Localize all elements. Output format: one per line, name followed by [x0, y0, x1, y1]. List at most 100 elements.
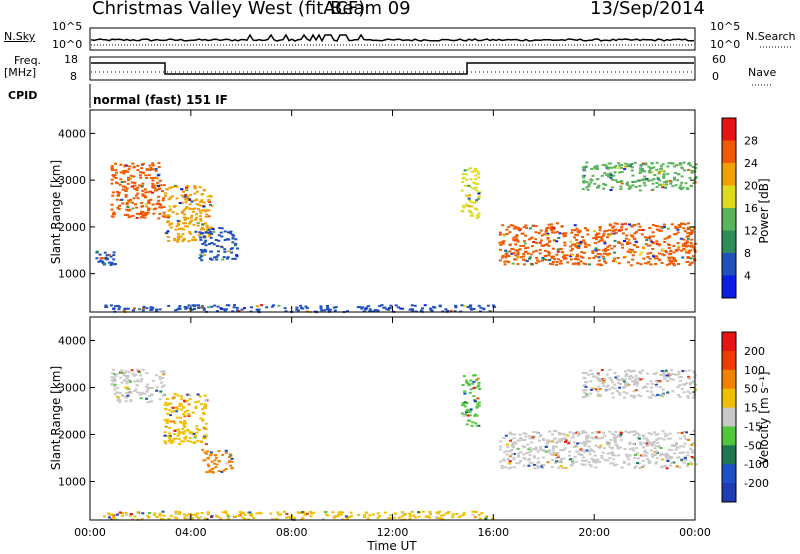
nsky-tick-high: 10^5 [52, 20, 83, 33]
velocity-colorbar-seg-4 [722, 407, 736, 427]
power-ytick-label-1: 2000 [58, 221, 86, 234]
velocity-colorbar-frame [721, 331, 737, 503]
freq-label: Freq. [14, 54, 42, 67]
velocity-colorbar-seg-3 [722, 388, 736, 409]
velocity-colorbar-seg-5 [722, 426, 736, 446]
freq-unit-label: [MHz] [4, 66, 37, 79]
velocity-region-2 [201, 448, 234, 474]
velocity-colorbar-tick-4: -15 [744, 420, 762, 433]
nsearch-label: N.Search [746, 30, 796, 43]
power-colorbar: 4 8 12 16 20 24 28 [721, 117, 758, 299]
power-region-0 [110, 162, 166, 220]
power-ytick-label-3: 4000 [58, 127, 86, 140]
nave-tick-low: 0 [712, 70, 719, 83]
nave-label: Nave [748, 66, 777, 79]
velocity-ylabel: Slant Range [km] [49, 366, 63, 470]
power-axes: 1000 2000 3000 4000 [58, 110, 696, 312]
x-axis-label: Time UT [366, 539, 417, 553]
velocity-region-0 [110, 368, 166, 404]
velocity-colorbar-seg-1 [722, 350, 736, 371]
velocity-colorbar-tick-7: -200 [744, 477, 769, 490]
velocity-ytick-label-1: 2000 [58, 428, 86, 441]
station-title: Christmas Valley West (fitACF) [92, 0, 366, 19]
nsky-label: N.Sky [4, 30, 36, 43]
power-colorbar-tick-3: 16 [744, 202, 758, 215]
power-colorbar-tick-4: 20 [744, 180, 758, 193]
power-ylabel: Slant Range [km] [49, 160, 63, 264]
velocity-colorbar: 200 100 50 15 -15 -50 -100 -200 [721, 331, 769, 503]
velocity-ytick-label-0: 1000 [58, 475, 86, 488]
power-colorbar-seg-3 [722, 185, 736, 209]
velocity-colorbar-seg-6 [722, 445, 736, 465]
xtick-label-6: 00:00 [679, 526, 711, 539]
date-label: 13/Sep/2014 [590, 0, 705, 19]
power-colorbar-tick-1: 8 [744, 247, 751, 260]
nsearch-tick-high: 10^5 [710, 20, 741, 33]
power-region-6 [460, 167, 482, 219]
xtick-label-1: 04:00 [175, 526, 207, 539]
power-region-5 [581, 161, 698, 192]
velocity-colorbar-seg-7 [722, 464, 736, 484]
velocity-axes: 1000 2000 3000 4000 00:00 04:00 08:00 12:00 16:0… [58, 317, 711, 539]
velocity-region-5 [461, 374, 482, 427]
velocity-region-3 [499, 429, 698, 470]
nsky-trace [90, 33, 695, 43]
power-region-1 [163, 184, 214, 243]
xtick-label-4: 16:00 [477, 526, 509, 539]
power-colorbar-seg-5 [722, 230, 736, 254]
xtick-label-0: 00:00 [74, 526, 106, 539]
cpid-label: CPID [8, 89, 38, 102]
power-colorbar-frame [721, 117, 737, 299]
freq-trace [91, 62, 694, 75]
power-colorbar-seg-7 [722, 275, 736, 299]
power-panel-frame [89, 109, 696, 313]
velocity-region-4 [581, 368, 698, 399]
power-colorbar-seg-1 [722, 140, 736, 164]
velocity-colorbar-seg-2 [722, 369, 736, 390]
freq-tick-low: 8 [70, 70, 77, 83]
freq-panel [89, 56, 772, 86]
freq-tick-high: 18 [64, 53, 78, 66]
xtick-label-3: 12:00 [377, 526, 409, 539]
velocity-region-6 [103, 510, 495, 521]
velocity-colorbar-label: Velocity [m s⁻¹] [757, 371, 771, 464]
velocity-colorbar-tick-0: 200 [744, 345, 765, 358]
power-colorbar-label: Power [dB] [757, 178, 771, 243]
xtick-label-5: 20:00 [578, 526, 610, 539]
power-panel: 1000 2000 3000 4000 [58, 109, 698, 314]
cpid-value: normal (fast) 151 IF [93, 93, 228, 107]
velocity-region-1 [163, 392, 209, 446]
power-colorbar-tick-0: 4 [744, 270, 751, 283]
velocity-colorbar-seg-8 [722, 483, 736, 503]
velocity-ytick-label-3: 4000 [58, 334, 86, 347]
power-region-4 [498, 222, 698, 267]
velocity-colorbar-tick-2: 50 [744, 383, 758, 396]
velocity-colorbar-seg-0 [722, 332, 736, 352]
power-colorbar-seg-6 [722, 253, 736, 276]
power-colorbar-seg-4 [722, 208, 736, 231]
power-ytick-label-0: 1000 [58, 268, 86, 281]
power-colorbar-seg-2 [722, 163, 736, 186]
beam-label: Beam 09 [330, 0, 411, 19]
power-colorbar-tick-6: 28 [744, 135, 758, 148]
velocity-colorbar-tick-1: 100 [744, 364, 765, 377]
power-region-2 [198, 227, 239, 262]
xtick-label-2: 08:00 [276, 526, 308, 539]
freq-panel-frame [89, 56, 696, 81]
velocity-panel: 1000 2000 3000 4000 00:00 04:00 08:00 12:00 16:0… [58, 316, 711, 539]
power-region-3 [95, 250, 117, 266]
velocity-colorbar-tick-3: 15 [744, 402, 758, 415]
power-colorbar-tick-2: 12 [744, 225, 758, 238]
velocity-colorbar-tick-5: -50 [744, 439, 762, 452]
power-data [95, 161, 698, 314]
power-colorbar-seg-0 [722, 118, 736, 141]
velocity-data [103, 368, 698, 521]
nsearch-tick-low: 10^0 [710, 38, 741, 51]
nsky-panel [89, 27, 792, 51]
nsky-panel-frame [89, 27, 696, 51]
velocity-ytick-label-2: 3000 [58, 381, 86, 394]
power-ytick-label-2: 3000 [58, 174, 86, 187]
nsky-tick-low: 10^0 [52, 38, 83, 51]
nave-tick-high: 60 [712, 53, 726, 66]
